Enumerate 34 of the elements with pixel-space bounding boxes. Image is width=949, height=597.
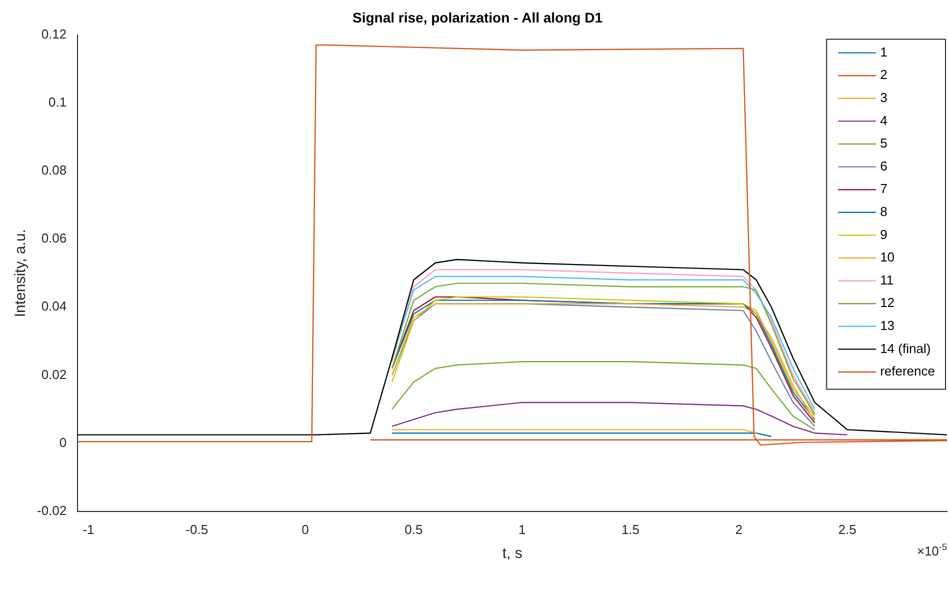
legend-label: 13 (880, 318, 895, 333)
legend-label: 4 (880, 112, 888, 128)
x-tick-label: 1.5 (621, 522, 640, 537)
y-tick-label: 0.04 (41, 298, 67, 314)
x-tick-label: 0.5 (404, 522, 423, 537)
legend-label: 7 (880, 181, 888, 196)
legend-label: reference (880, 364, 935, 379)
y-tick-label: 0.1 (48, 94, 67, 110)
legend-label: 1 (880, 44, 888, 60)
y-tick-label: 0.08 (41, 162, 67, 178)
y-axis-title: Intensity, a.u. (12, 229, 30, 318)
y-tick-label: 0 (59, 434, 67, 450)
x-tick-label: -0.5 (186, 522, 208, 537)
x-tick-label: -1 (82, 522, 94, 537)
x-axis-title: t, s (502, 545, 522, 562)
legend-label: 5 (880, 136, 888, 151)
legend-label: 6 (880, 158, 888, 174)
y-tick-label: -0.02 (36, 502, 67, 518)
legend-label: 9 (880, 226, 888, 242)
legend-label: 10 (880, 250, 895, 265)
legend-label: 3 (880, 90, 888, 105)
legend-label: 11 (880, 272, 894, 288)
x-tick-label: 0 (302, 522, 309, 537)
x-tick-label: 1 (518, 522, 526, 537)
x-tick-label: 2.5 (838, 522, 856, 537)
x-tick-label: 2 (735, 522, 742, 537)
legend-label: 2 (880, 67, 888, 82)
legend-label: 8 (880, 204, 888, 219)
y-tick-label: 0.06 (41, 230, 67, 246)
y-tick-label: 0.12 (41, 26, 67, 42)
chart-title: Signal rise, polarization - All along D1 (352, 9, 603, 26)
y-tick-label: 0.02 (41, 366, 67, 382)
legend-label: 12 (880, 295, 895, 310)
legend-label: 14 (final) (880, 340, 931, 356)
